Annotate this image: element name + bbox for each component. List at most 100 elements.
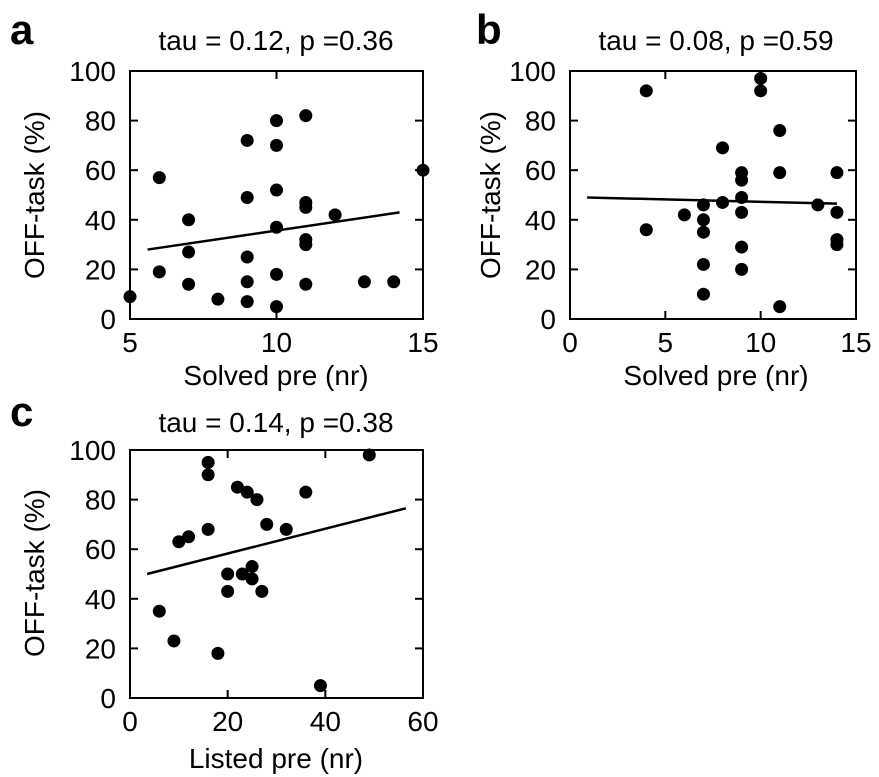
data-point-b (830, 166, 843, 179)
y-tick-label-c: 40 (85, 584, 116, 615)
x-tick-label-c: 60 (407, 706, 438, 737)
x-tick-label-c: 40 (310, 706, 341, 737)
data-point-b (754, 84, 767, 97)
y-tick-label-a: 40 (85, 205, 116, 236)
y-tick-label-a: 0 (100, 304, 116, 335)
x-axis-label-b: Solved pre (nr) (623, 360, 808, 391)
data-point-b (811, 198, 824, 211)
y-tick-label-b: 40 (525, 205, 556, 236)
data-point-b (697, 226, 710, 239)
x-axis-label-c: Listed pre (nr) (189, 743, 363, 774)
data-point-b (640, 84, 653, 97)
x-tick-label-c: 0 (122, 706, 138, 737)
data-point-b (716, 141, 729, 154)
data-point-a (182, 246, 195, 259)
x-tick-label-c: 20 (212, 706, 243, 737)
data-point-b (773, 166, 786, 179)
panel-letter-a: a (10, 6, 34, 53)
data-point-c (202, 468, 215, 481)
data-point-a (299, 238, 312, 251)
data-point-b (735, 174, 748, 187)
y-tick-label-c: 0 (100, 683, 116, 714)
y-tick-label-c: 60 (85, 534, 116, 565)
x-tick-label-b: 0 (562, 327, 578, 358)
x-axis-label-a: Solved pre (nr) (183, 360, 368, 391)
data-point-c (221, 568, 234, 581)
data-point-c (260, 518, 273, 531)
y-tick-label-a: 20 (85, 254, 116, 285)
chart-title-c: tau = 0.14, p =0.38 (158, 407, 393, 438)
data-point-a (182, 278, 195, 291)
data-point-a (211, 293, 224, 306)
data-point-a (329, 208, 342, 221)
data-point-a (153, 171, 166, 184)
data-point-c (363, 448, 376, 461)
x-tick-label-b: 5 (658, 327, 674, 358)
plot-frame-b (570, 71, 856, 319)
data-point-c (202, 523, 215, 536)
data-point-b (735, 263, 748, 276)
data-point-a (270, 139, 283, 152)
chart-title-b: tau = 0.08, p =0.59 (598, 25, 833, 56)
data-point-a (270, 221, 283, 234)
y-tick-label-b: 100 (509, 56, 556, 87)
data-point-b (697, 288, 710, 301)
panel-letter-b: b (476, 6, 502, 53)
data-point-c (299, 486, 312, 499)
data-point-a (270, 300, 283, 313)
data-point-b (830, 206, 843, 219)
y-tick-label-c: 100 (69, 435, 116, 466)
panel-c: c tau = 0.14, p =0.38 Listed pre (nr) OF… (10, 388, 439, 774)
y-tick-label-b: 20 (525, 254, 556, 285)
y-axis-label-b: OFF-task (%) (475, 111, 506, 279)
data-point-c (246, 572, 259, 585)
y-tick-label-b: 0 (540, 304, 556, 335)
data-point-a (124, 290, 137, 303)
y-tick-label-a: 100 (69, 56, 116, 87)
data-point-b (773, 300, 786, 313)
data-point-c (280, 523, 293, 536)
data-point-b (697, 198, 710, 211)
y-tick-label-c: 80 (85, 485, 116, 516)
x-tick-label-a: 15 (407, 327, 438, 358)
data-point-b (735, 191, 748, 204)
y-tick-label-a: 80 (85, 106, 116, 137)
data-point-a (299, 109, 312, 122)
data-point-a (270, 268, 283, 281)
data-point-a (241, 134, 254, 147)
y-axis-label-c: OFF-task (%) (19, 489, 50, 657)
data-point-a (182, 213, 195, 226)
data-point-a (299, 278, 312, 291)
panel-letter-c: c (10, 388, 33, 435)
data-point-a (387, 275, 400, 288)
y-tick-label-c: 20 (85, 633, 116, 664)
data-point-a (241, 275, 254, 288)
plot-frame-c (130, 450, 423, 698)
x-tick-label-a: 10 (261, 327, 292, 358)
data-point-a (417, 164, 430, 177)
data-point-a (241, 251, 254, 264)
data-point-c (221, 585, 234, 598)
data-point-b (640, 223, 653, 236)
data-point-c (211, 647, 224, 660)
data-point-a (153, 265, 166, 278)
data-point-c (167, 634, 180, 647)
data-point-c (314, 679, 327, 692)
data-point-c (246, 560, 259, 573)
chart-title-a: tau = 0.12, p =0.36 (158, 25, 393, 56)
panel-b: b tau = 0.08, p =0.59 Solved pre (nr) OF… (475, 6, 872, 391)
y-tick-label-b: 80 (525, 106, 556, 137)
data-point-c (153, 605, 166, 618)
data-point-b (697, 258, 710, 271)
data-point-c (250, 493, 263, 506)
x-tick-label-b: 10 (745, 327, 776, 358)
x-tick-label-b: 15 (840, 327, 871, 358)
data-point-a (358, 275, 371, 288)
data-point-b (754, 72, 767, 85)
data-point-a (270, 184, 283, 197)
data-point-b (697, 213, 710, 226)
data-point-c (255, 585, 268, 598)
data-point-c (202, 456, 215, 469)
data-point-b (773, 124, 786, 137)
